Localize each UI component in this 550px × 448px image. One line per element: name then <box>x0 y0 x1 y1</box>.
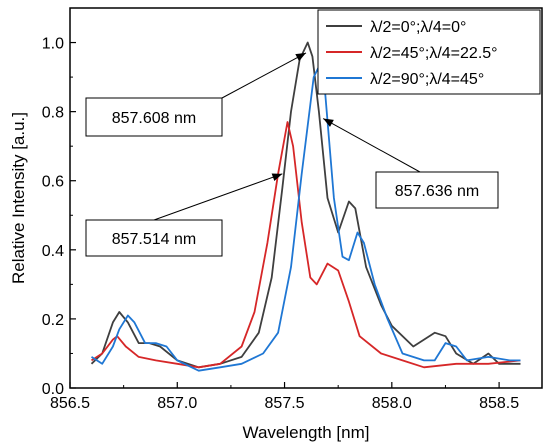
x-axis: 856.5 857.0 857.5 858.0 858.5 <box>50 382 519 412</box>
annotation-box-2 <box>375 171 499 209</box>
x-axis-title: Wavelength [nm] <box>243 423 370 442</box>
legend-label-1: λ/2=0°;λ/4=0° <box>370 19 466 36</box>
y-tick-label: 1.0 <box>42 36 64 53</box>
legend-label-3: λ/2=90°;λ/4=45° <box>370 71 484 88</box>
series-line-2 <box>91 121 521 369</box>
y-tick-label: 0.6 <box>42 174 64 191</box>
annotation-box-3 <box>85 219 223 257</box>
annotation-arrowhead-1 <box>295 52 306 62</box>
annotation-3: 857.514 nm <box>85 173 283 257</box>
y-tick-label: 0.4 <box>42 243 64 260</box>
annotation-arrow-3 <box>153 173 283 221</box>
series-line-3 <box>91 65 521 372</box>
legend-label-2: λ/2=45°;λ/4=22.5° <box>370 45 498 62</box>
annotation-arrow-2 <box>322 118 421 173</box>
x-tick-label: 857.5 <box>265 395 305 412</box>
annotation-arrow-1 <box>221 52 307 99</box>
annotation-label-3: 857.514 nm <box>112 231 197 248</box>
plot-frame <box>69 7 543 389</box>
x-tick-label: 858.5 <box>479 395 519 412</box>
annotation-arrowhead-2 <box>323 118 334 127</box>
x-tick-label: 857.0 <box>157 395 197 412</box>
y-axis: 0.0 0.2 0.4 0.6 0.8 1.0 <box>42 7 76 398</box>
y-tick-label: 0.8 <box>42 105 64 122</box>
annotation-2: 857.636 nm <box>322 118 499 209</box>
annotation-arrowhead-3 <box>271 173 283 181</box>
x-tick-label: 858.0 <box>372 395 412 412</box>
annotation-1: 857.608 nm <box>85 52 307 137</box>
y-tick-label: 0.2 <box>42 312 64 329</box>
series-lines <box>90 41 521 372</box>
legend: λ/2=0°;λ/4=0° λ/2=45°;λ/4=22.5° λ/2=90°;… <box>317 9 541 95</box>
y-axis-title: Relative Intensity [a.u.] <box>9 112 28 284</box>
annotation-label-2: 857.636 nm <box>395 183 480 200</box>
annotation-box-1 <box>85 97 223 137</box>
annotation-label-1: 857.608 nm <box>112 110 197 127</box>
y-tick-label: 0.0 <box>42 381 64 398</box>
x-tick-label: 856.5 <box>50 395 90 412</box>
